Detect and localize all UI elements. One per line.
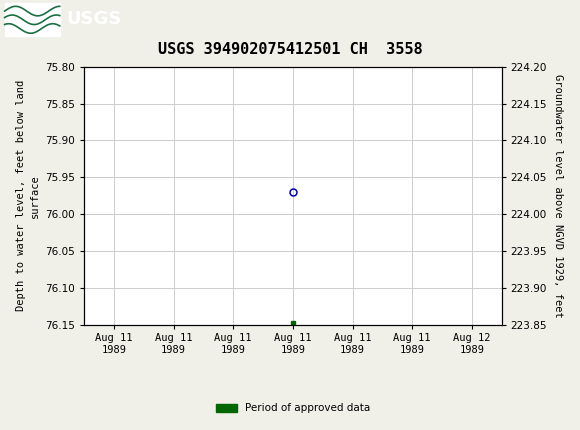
Bar [5, 3, 60, 37]
Y-axis label: Depth to water level, feet below land
surface: Depth to water level, feet below land su… [16, 80, 39, 311]
Y-axis label: Groundwater level above NGVD 1929, feet: Groundwater level above NGVD 1929, feet [553, 74, 563, 317]
Legend: Period of approved data: Period of approved data [212, 399, 374, 418]
Text: USGS 394902075412501 CH  3558: USGS 394902075412501 CH 3558 [158, 42, 422, 57]
Text: USGS: USGS [67, 10, 122, 28]
